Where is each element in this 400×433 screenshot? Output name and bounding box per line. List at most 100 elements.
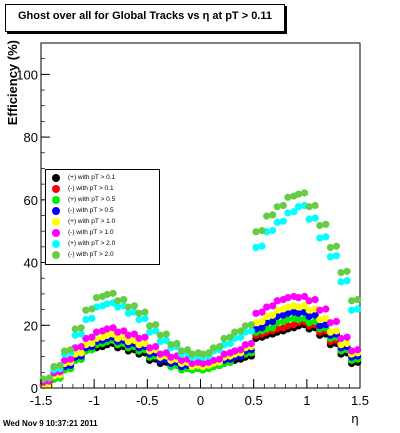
legend-marker-0 <box>52 174 60 182</box>
x-tick-label-3: 0 <box>197 393 204 408</box>
data-point-s5-9b <box>141 333 149 341</box>
y-axis-label: Efficiency (%) <box>5 40 20 125</box>
data-point-s6-26a <box>316 234 324 242</box>
x-tick-label-2: -0.5 <box>136 393 158 408</box>
data-point-s7-27b <box>332 242 341 250</box>
data-point-s7-20a <box>252 228 260 236</box>
data-point-s7-10a <box>146 322 154 330</box>
data-point-s5-15a <box>199 359 207 368</box>
data-point-s7-8b <box>130 302 138 310</box>
data-point-s5-28b <box>343 333 351 341</box>
legend-marker-7 <box>52 251 60 259</box>
data-point-s7-17b <box>226 333 234 341</box>
data-point-s7-22a <box>273 203 281 211</box>
data-point-s7-13b <box>183 346 192 354</box>
data-point-s7-2a <box>60 347 69 355</box>
data-point-s7-13a <box>177 347 186 355</box>
data-point-s5-16b <box>215 355 224 363</box>
data-point-s5-28a <box>337 334 345 343</box>
data-point-s7-17a <box>220 334 228 343</box>
data-point-s7-5a <box>92 294 101 302</box>
legend-label-1: (-) with pT > 0.1 <box>68 185 114 192</box>
data-point-s7-28b <box>343 267 351 275</box>
data-point-s5-9a <box>135 334 143 343</box>
data-point-s5-17a <box>220 350 228 358</box>
data-point-s5-11a <box>156 350 164 358</box>
data-point-s7-4a <box>82 306 90 314</box>
data-point-s7-4b <box>88 305 96 313</box>
data-point-s6-6a <box>103 300 111 308</box>
legend-label-5: (-) with pT > 1.0 <box>68 229 114 236</box>
data-point-s6-29a <box>348 306 356 314</box>
data-point-s7-3b <box>77 324 85 332</box>
x-tick-label-5: 1 <box>303 393 310 408</box>
x-axis-label: η <box>351 411 358 426</box>
data-point-s4-28b <box>343 339 351 348</box>
data-point-s6-23a <box>284 209 292 217</box>
data-point-s4-21b <box>269 311 277 319</box>
data-point-s4-24b <box>300 302 309 310</box>
data-point-s7-18a <box>231 328 239 336</box>
data-point-s5-7a <box>114 328 122 336</box>
data-point-s5-25b <box>311 295 319 304</box>
data-point-s7-1b <box>56 361 64 370</box>
data-point-s6-20a <box>252 243 260 252</box>
legend-marker-4 <box>52 218 60 226</box>
data-point-s6-4b <box>88 314 96 322</box>
data-point-s6-3a <box>71 331 79 339</box>
x-tick-label-4: 0.5 <box>245 393 263 408</box>
data-point-s7-1a <box>50 363 58 371</box>
data-point-s4-26a <box>316 316 324 324</box>
data-point-s6-24a <box>294 203 303 211</box>
legend-entry-0: (+) with pT > 0.1 <box>46 174 159 184</box>
data-point-s5-22a <box>273 297 281 305</box>
data-point-s7-9b <box>141 308 149 316</box>
data-point-s5-29b <box>354 346 362 354</box>
data-point-s7-24a <box>294 190 303 198</box>
data-point-s7-11b <box>162 330 170 338</box>
data-point-s5-6b <box>109 324 117 332</box>
data-point-s6-25b <box>311 214 319 222</box>
data-point-s7-19a <box>241 322 249 330</box>
data-point-s4-3b <box>77 349 85 357</box>
data-point-s3-20b <box>258 324 266 332</box>
legend-label-2: (+) with pT > 0.5 <box>68 196 116 203</box>
legend: (+) with pT > 0.1 (-) with pT > 0.1 (+) wi… <box>45 169 160 265</box>
data-point-s5-12a <box>167 353 175 361</box>
chart-title: Ghost over all for Global Tracks vs η at… <box>17 10 272 22</box>
data-point-s6-27a <box>326 253 335 261</box>
y-tick-label-5: 100 <box>16 67 38 82</box>
data-point-s6-27b <box>332 252 341 260</box>
data-point-s6-17b <box>226 339 234 348</box>
data-point-s6-3b <box>77 330 85 338</box>
legend-entry-2: (+) with pT > 0.5 <box>46 196 159 206</box>
data-point-s7-26a <box>316 221 324 230</box>
data-point-s7-21a <box>263 212 271 220</box>
data-point-s6-11b <box>162 336 170 344</box>
data-point-s5-3b <box>77 343 85 351</box>
data-point-s5-10a <box>146 344 154 352</box>
data-point-s7-16a <box>209 344 218 352</box>
data-point-s4-25a <box>305 306 313 314</box>
data-point-s5-8b <box>130 330 138 338</box>
data-point-s6-9b <box>141 314 149 322</box>
legend-label-4: (+) with pT > 1.0 <box>68 218 116 225</box>
data-point-s7-24b <box>300 189 309 197</box>
data-point-s4-7a <box>114 334 122 343</box>
data-point-s4-8a <box>124 337 132 346</box>
data-point-s5-24b <box>300 292 309 301</box>
data-point-s5-20a <box>252 309 260 317</box>
data-point-s6-18b <box>237 333 245 341</box>
data-point-s6-26b <box>322 233 330 241</box>
data-point-s6-29b <box>354 305 362 313</box>
data-point-s7-2b <box>66 346 75 354</box>
data-point-s6-20b <box>258 242 266 250</box>
data-point-s6-23b <box>290 208 298 216</box>
data-point-s7-8a <box>124 303 132 311</box>
data-point-s5-26a <box>316 306 324 314</box>
data-point-s4-22a <box>273 306 281 314</box>
data-point-s6-28a <box>337 278 345 286</box>
data-point-s5-2b <box>66 355 75 363</box>
data-point-s3-25a <box>305 312 313 321</box>
data-point-s6-11a <box>156 337 164 346</box>
